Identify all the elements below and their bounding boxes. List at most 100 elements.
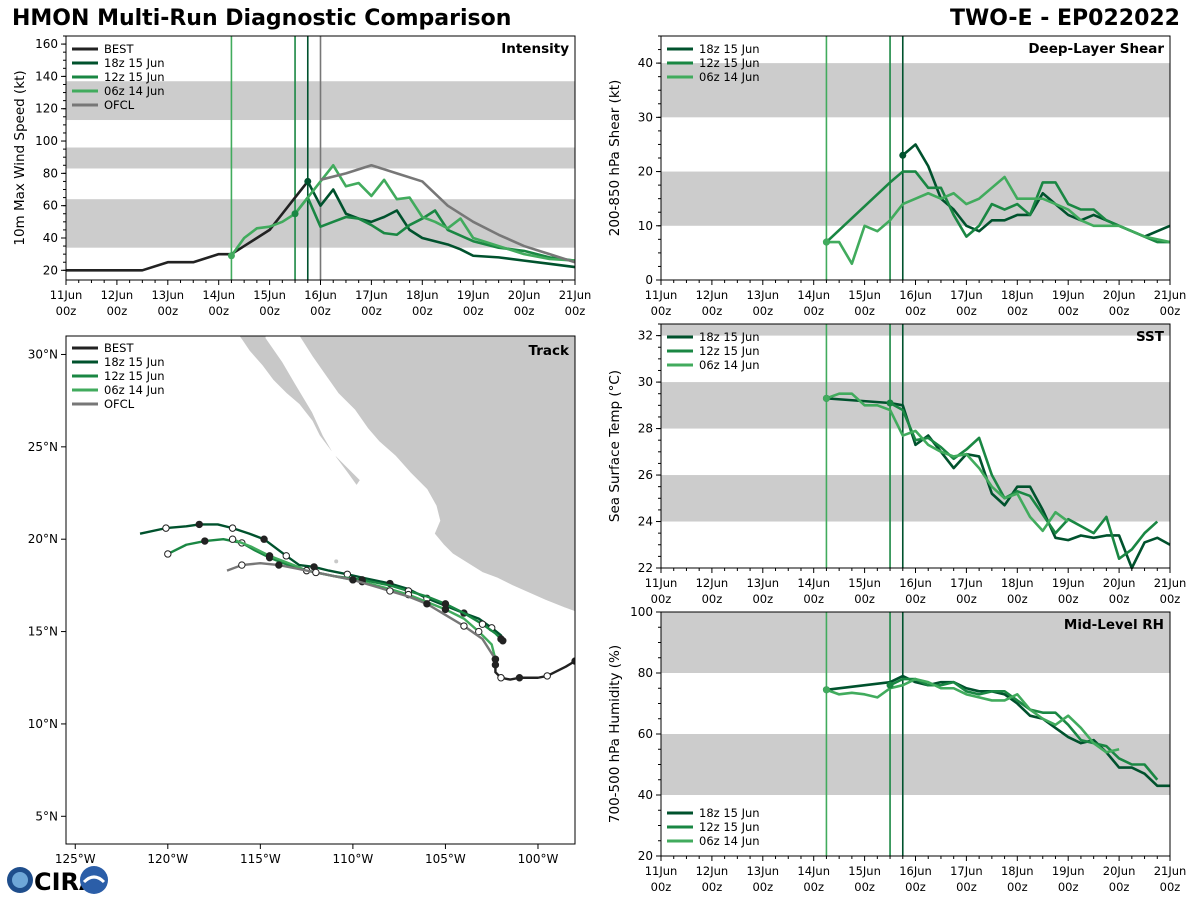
track-point <box>423 600 431 608</box>
x-tick-label: 115°W <box>240 852 281 866</box>
track-point <box>201 537 209 545</box>
y-tick-label: 20 <box>638 165 653 179</box>
x-tick-label-hour: 00z <box>463 304 484 318</box>
chart-title: SST <box>1136 329 1165 345</box>
legend-label: OFCL <box>104 397 135 411</box>
track-point <box>515 674 524 682</box>
track-point <box>497 674 505 682</box>
x-tick-label-hour: 00z <box>412 304 433 318</box>
y-axis-label: Sea Surface Temp (°C) <box>607 370 623 522</box>
x-tick-label-hour: 00z <box>1160 592 1181 606</box>
legend-label: 06z 14 Jun <box>699 358 760 372</box>
init-marker <box>291 210 299 218</box>
legend-label: 18z 15 Jun <box>699 330 760 344</box>
y-tick-label: 20°N <box>28 532 58 546</box>
y-tick-label: 20 <box>43 263 58 277</box>
track-point <box>475 627 483 636</box>
intensity-band <box>661 63 1170 118</box>
y-tick-label: 140 <box>35 69 58 83</box>
x-tick-label-date: 13Jun <box>746 576 779 590</box>
y-tick-label: 80 <box>43 166 58 180</box>
chart-title: Intensity <box>501 41 569 57</box>
series-line <box>825 677 1120 754</box>
x-tick-label-hour: 00z <box>956 880 977 894</box>
x-tick-label-date: 13Jun <box>746 864 779 878</box>
x-tick-label-date: 21Jun <box>1154 288 1187 302</box>
track-line <box>494 660 575 681</box>
track-point <box>312 568 320 577</box>
x-tick-label-hour: 00z <box>208 304 229 318</box>
legend-label: 06z 14 Jun <box>699 70 760 84</box>
legend-label: BEST <box>104 341 134 355</box>
x-tick-label-date: 15Jun <box>848 288 881 302</box>
x-tick-label-date: 20Jun <box>508 288 541 302</box>
x-tick-label-date: 19Jun <box>1052 864 1085 878</box>
track-point <box>282 552 290 560</box>
legend-label: 06z 14 Jun <box>699 834 760 848</box>
legend-label: 06z 14 Jun <box>104 383 165 397</box>
x-tick-label-date: 17Jun <box>950 864 983 878</box>
land-island <box>334 559 339 564</box>
x-tick-label-date: 19Jun <box>457 288 490 302</box>
x-tick-label-date: 20Jun <box>1103 288 1136 302</box>
x-tick-label-date: 12Jun <box>696 864 729 878</box>
series-line <box>825 392 1069 533</box>
legend-label: 12z 15 Jun <box>699 56 760 70</box>
series-line <box>826 175 1171 266</box>
x-tick-label-hour: 00z <box>702 592 723 606</box>
y-tick-label: 40 <box>43 231 58 245</box>
y-tick-label: 30 <box>638 375 653 389</box>
series-line <box>66 180 309 272</box>
init-marker <box>304 177 312 185</box>
x-tick-label-date: 20Jun <box>1103 576 1136 590</box>
track-point <box>265 552 274 560</box>
x-tick-label-date: 15Jun <box>253 288 286 302</box>
track-point <box>164 550 172 558</box>
x-tick-label-hour: 00z <box>752 304 773 318</box>
x-tick-label-date: 16Jun <box>899 288 932 302</box>
x-tick-label-hour: 00z <box>56 304 77 318</box>
intensity-band <box>661 734 1170 795</box>
y-tick-label: 10°N <box>28 717 58 731</box>
x-tick-label-date: 11Jun <box>50 288 83 302</box>
init-marker <box>822 686 830 694</box>
y-tick-label: 26 <box>638 468 653 482</box>
x-tick-label-date: 17Jun <box>950 576 983 590</box>
track-point <box>386 587 394 595</box>
x-tick-label-date: 14Jun <box>202 288 235 302</box>
x-tick-label-date: 14Jun <box>797 576 830 590</box>
legend-label: 12z 15 Jun <box>699 820 760 834</box>
x-tick-label-hour: 00z <box>905 592 926 606</box>
track-point <box>478 620 487 628</box>
chart-rh: 20 40 60 80 100 11Jun 00z 12Jun 00z 13Jun 00z 14Jun… <box>607 605 1186 894</box>
x-tick-label-hour: 00z <box>1160 880 1181 894</box>
y-tick-label: 120 <box>35 102 58 116</box>
x-tick-label-hour: 00z <box>956 304 977 318</box>
land-mexico <box>238 336 575 613</box>
y-axis-label: 200-850 hPa Shear (kt) <box>607 80 623 237</box>
track-point <box>441 605 450 614</box>
series-line <box>230 163 576 262</box>
track-map-area <box>139 336 575 682</box>
track-point <box>543 672 551 680</box>
track-point <box>238 561 246 569</box>
y-tick-label: 60 <box>43 199 58 213</box>
track-point <box>162 524 170 532</box>
x-tick-label-date: 14Jun <box>797 864 830 878</box>
legend-label: 18z 15 Jun <box>104 355 165 369</box>
y-tick-label: 0 <box>645 273 653 287</box>
x-tick-label-hour: 00z <box>752 880 773 894</box>
y-axis-label: 700-500 hPa Humidity (%) <box>607 645 623 823</box>
init-marker <box>822 394 830 402</box>
x-tick-label-hour: 00z <box>1109 880 1130 894</box>
y-tick-label: 60 <box>638 727 653 741</box>
track-point <box>260 535 268 543</box>
x-tick-label-date: 16Jun <box>304 288 337 302</box>
x-tick-label-date: 18Jun <box>1001 576 1034 590</box>
chart-title: Mid-Level RH <box>1064 617 1164 633</box>
x-tick-label-date: 12Jun <box>696 576 729 590</box>
x-tick-label-date: 15Jun <box>848 864 881 878</box>
x-tick-label-hour: 00z <box>1007 880 1028 894</box>
x-tick-label-hour: 00z <box>854 304 875 318</box>
chart-title: Track <box>529 343 570 359</box>
